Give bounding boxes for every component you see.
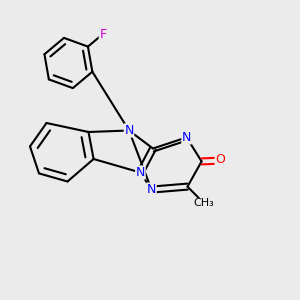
Text: F: F [99, 28, 106, 41]
Text: N: N [124, 124, 134, 137]
Text: N: N [147, 183, 156, 196]
Text: N: N [182, 131, 191, 144]
Text: O: O [215, 153, 225, 166]
Text: N: N [136, 166, 145, 179]
Text: CH₃: CH₃ [193, 199, 214, 208]
